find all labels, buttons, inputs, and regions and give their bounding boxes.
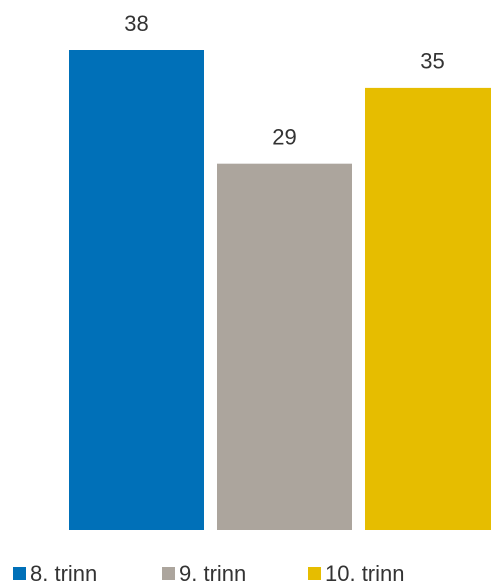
bar	[217, 163, 352, 530]
bar	[69, 50, 204, 530]
legend-label: 10. trinn	[325, 561, 405, 585]
legend-label: 8. trinn	[30, 561, 97, 585]
data-label: 38	[124, 11, 148, 36]
bar	[365, 87, 491, 530]
legend-label: 9. trinn	[179, 561, 246, 585]
legend-swatch	[162, 567, 175, 580]
data-label: 29	[272, 124, 296, 149]
data-label: 35	[420, 49, 444, 74]
legend-swatch	[308, 567, 321, 580]
legend-swatch	[13, 567, 26, 580]
